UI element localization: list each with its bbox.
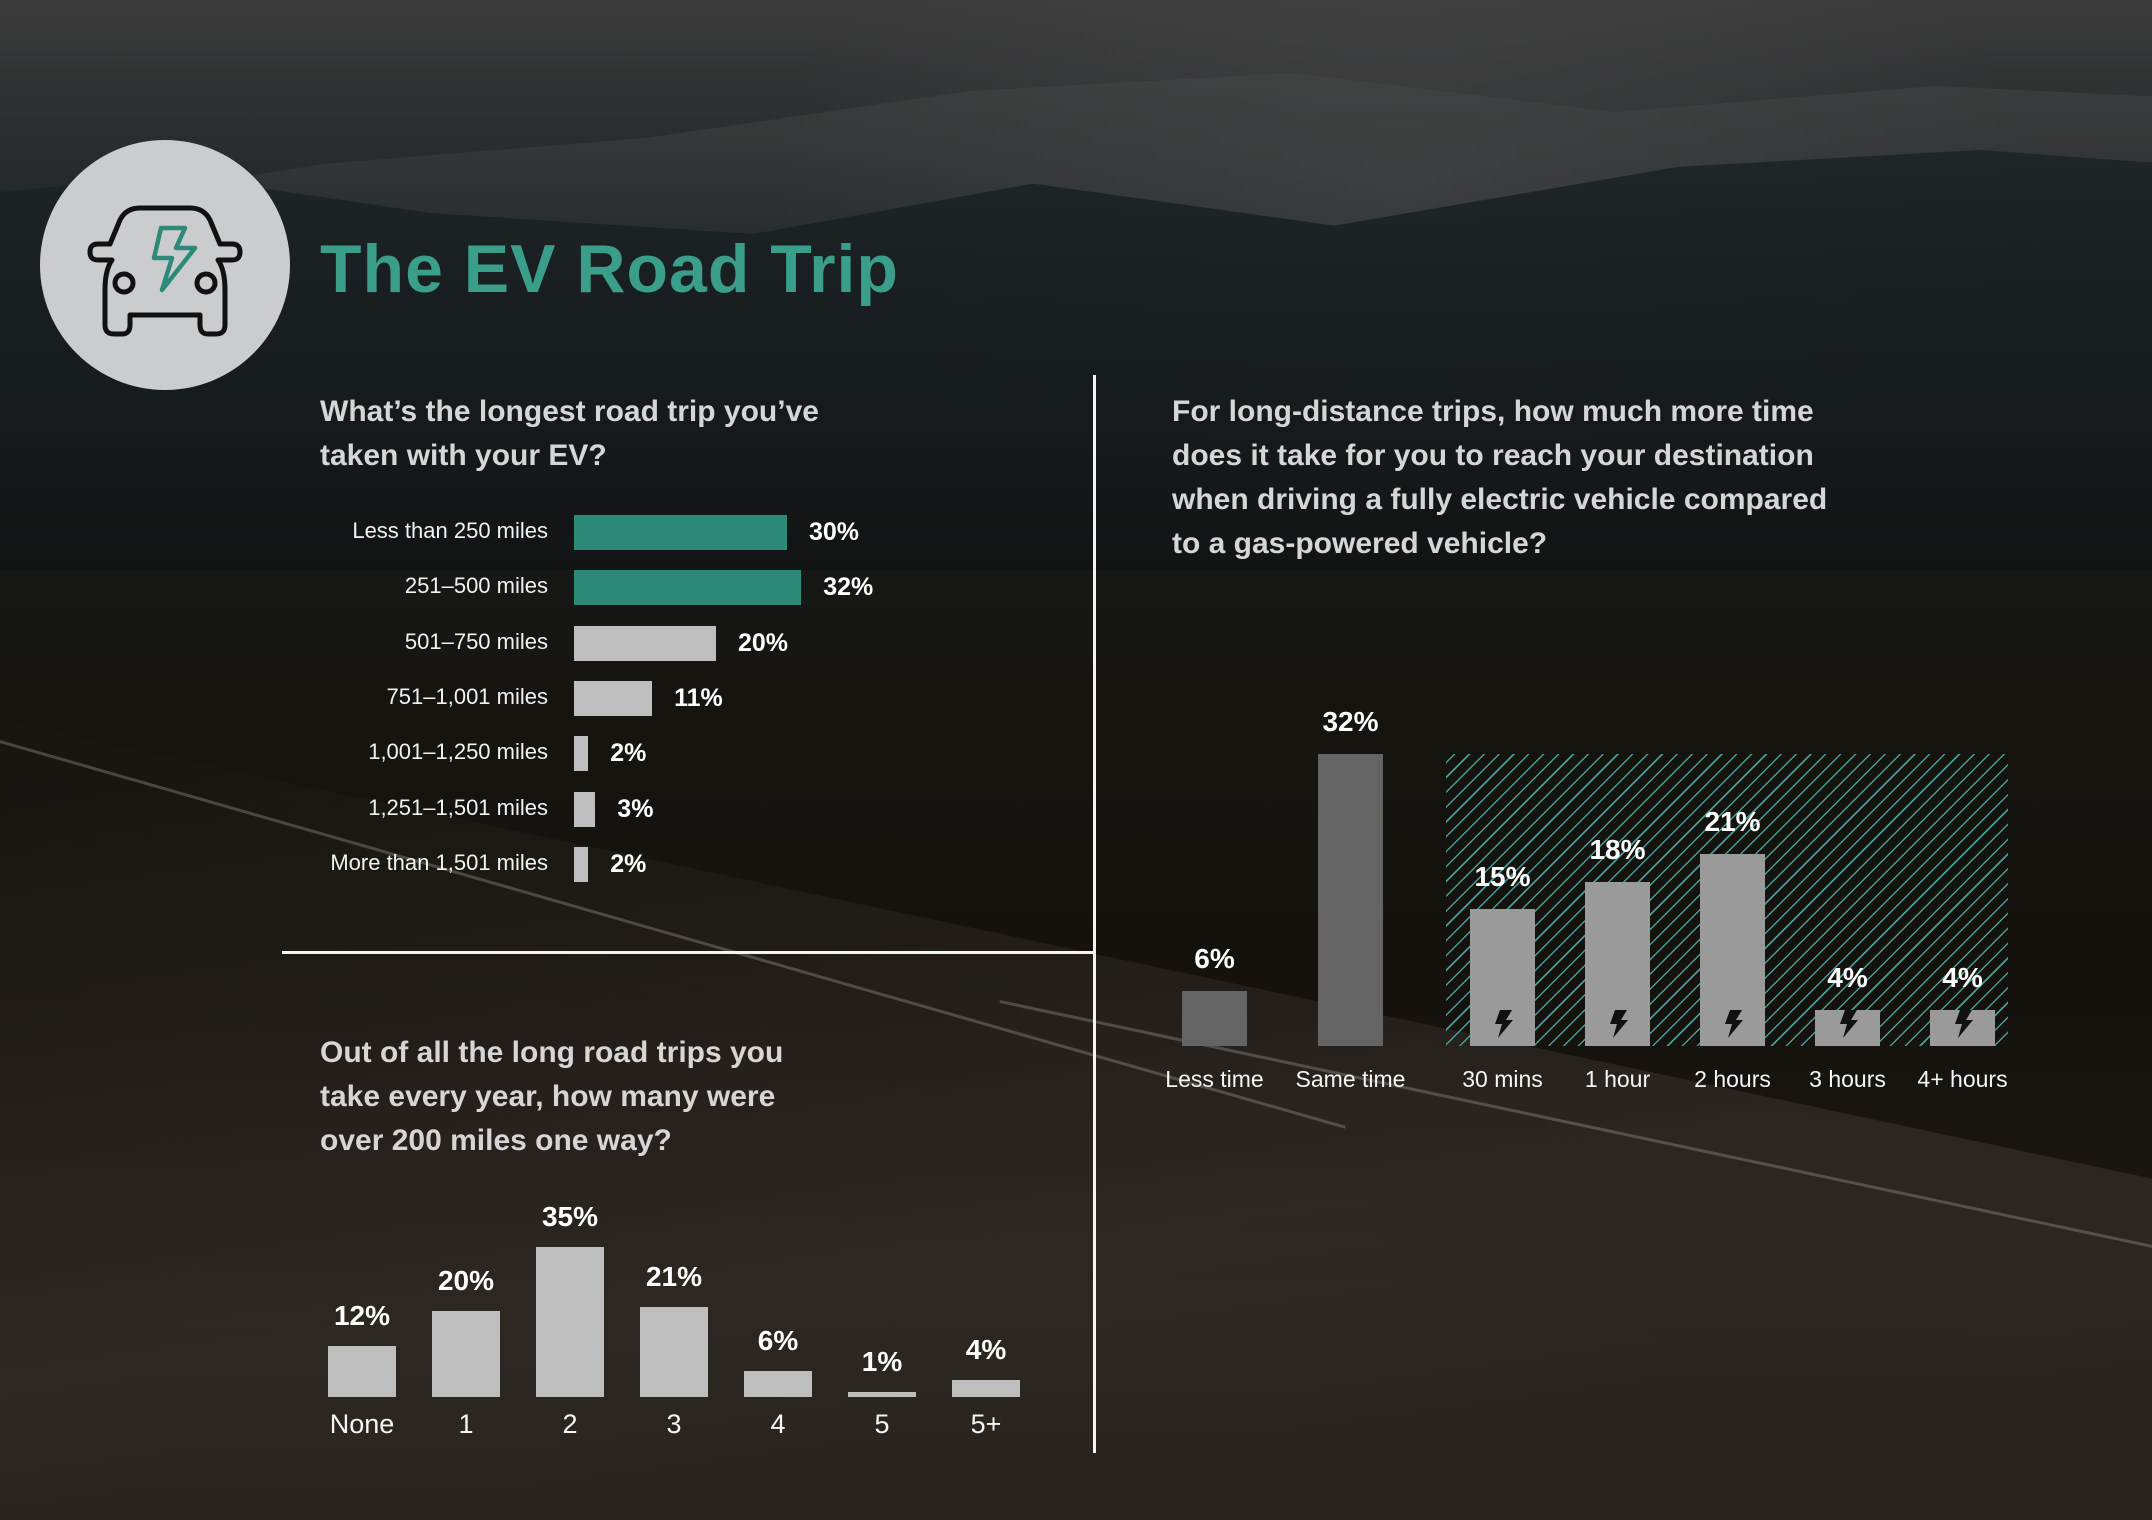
- bar-value-label: 35%: [541, 1200, 599, 1232]
- bar-value-label: 2%: [610, 739, 647, 768]
- vertical-divider: [1093, 375, 1096, 1453]
- bar: [1318, 754, 1383, 1046]
- bar: [1470, 909, 1535, 1046]
- bar: [848, 1392, 916, 1397]
- bar-category-label: 1,251–1,501 miles: [368, 794, 548, 820]
- chart-title: Out of all the long road trips you take …: [320, 1031, 783, 1163]
- question-line: when driving a fully electric vehicle co…: [1172, 483, 1828, 516]
- question-line: over 200 miles one way?: [320, 1124, 672, 1157]
- bar-value-label: 21%: [645, 1260, 703, 1292]
- bar: [1182, 991, 1247, 1046]
- bar-category-label: 30 mins: [1462, 1066, 1543, 1092]
- question-line: taken with your EV?: [320, 439, 607, 472]
- bar-category-label: 1 hour: [1584, 1066, 1651, 1092]
- bar-value-label: 6%: [757, 1325, 799, 1357]
- question-line: does it take for you to reach your desti…: [1172, 439, 1814, 472]
- bar-value-label: 21%: [1704, 806, 1761, 838]
- background-forest: [0, 150, 2152, 570]
- bar-value-label: 15%: [1474, 861, 1531, 893]
- bar-value-label: 4%: [1827, 961, 1868, 993]
- bar-value-label: 2%: [610, 849, 647, 878]
- bar-category-label: 5: [874, 1409, 890, 1439]
- bar-category-label: 3: [666, 1409, 682, 1439]
- bar-value-label: 4%: [1942, 961, 1983, 993]
- question-line: Out of all the long road trips you: [320, 1036, 784, 1069]
- bar-value-label: 18%: [1589, 833, 1646, 865]
- bar: [574, 625, 716, 661]
- bar: [574, 736, 589, 772]
- horizontal-divider: [282, 951, 1094, 954]
- bar-category-label: 2: [562, 1409, 578, 1439]
- bar: [432, 1311, 500, 1397]
- lightning-bolt-icon: [1492, 1009, 1514, 1038]
- question-line: take every year, how many were: [320, 1080, 776, 1113]
- bar-category-label: None: [329, 1409, 395, 1439]
- bar-category-label: Same time: [1295, 1066, 1406, 1092]
- lightning-bolt-icon: [1607, 1009, 1629, 1038]
- bar: [1930, 1009, 1995, 1046]
- bar-value-label: 1%: [861, 1346, 903, 1377]
- question-line: to a gas-powered vehicle?: [1172, 527, 1548, 560]
- bar-value-label: 20%: [437, 1265, 495, 1297]
- bar: [328, 1345, 396, 1397]
- bar-category-label: 4: [770, 1409, 786, 1439]
- question-line: What’s the longest road trip you’ve: [320, 395, 819, 428]
- bar: [574, 791, 596, 827]
- question-line: For long-distance trips, how much more t…: [1172, 395, 1814, 428]
- bar-category-label: 751–1,001 miles: [386, 683, 548, 709]
- bar-category-label: Less than 250 miles: [352, 518, 548, 543]
- electric-car-icon: [87, 205, 243, 337]
- bar-category-label: 2 hours: [1694, 1066, 1771, 1092]
- bar-category-label: 251–500 miles: [404, 573, 548, 599]
- bar: [640, 1306, 708, 1397]
- bar-value-label: 11%: [674, 683, 723, 712]
- bar-value-label: 20%: [738, 628, 789, 657]
- bar-category-label: 4+ hours: [1917, 1066, 2008, 1092]
- bar: [574, 515, 787, 550]
- lightning-bolt-icon: [1722, 1009, 1744, 1038]
- chart-title: For long-distance trips, how much more t…: [1172, 390, 1827, 566]
- bar: [1815, 1009, 1880, 1046]
- bar-category-label: 1: [458, 1409, 474, 1439]
- bar-category-label: 501–750 miles: [404, 628, 548, 654]
- bar-category-label: Less time: [1165, 1066, 1264, 1092]
- bar: [574, 680, 653, 716]
- bar: [574, 570, 802, 606]
- bar: [1585, 881, 1650, 1046]
- bar-category-label: 3 hours: [1809, 1066, 1886, 1092]
- bar: [574, 846, 589, 882]
- bar-value-label: 32%: [823, 573, 874, 602]
- bar: [744, 1371, 812, 1397]
- bar-category-label: More than 1,501 miles: [330, 849, 548, 875]
- bar-value-label: 30%: [809, 518, 860, 546]
- lightning-bolt-icon: [1952, 1009, 1974, 1038]
- bar-value-label: 32%: [1322, 706, 1379, 738]
- bar-value-label: 4%: [965, 1333, 1007, 1365]
- bar-value-label: 12%: [333, 1299, 391, 1331]
- bar-value-label: 3%: [617, 794, 654, 823]
- logo-badge: [40, 140, 290, 390]
- bar-value-label: 6%: [1194, 943, 1235, 975]
- page-title: The EV Road Trip: [320, 231, 899, 307]
- chart-title: What’s the longest road trip you’ve take…: [320, 390, 819, 478]
- bar-category-label: 5+: [970, 1409, 1002, 1439]
- bar: [1700, 854, 1765, 1046]
- lightning-bolt-icon: [1837, 1009, 1859, 1038]
- bar-category-label: 1,001–1,250 miles: [368, 739, 548, 765]
- bar: [536, 1246, 604, 1397]
- bar: [952, 1379, 1020, 1397]
